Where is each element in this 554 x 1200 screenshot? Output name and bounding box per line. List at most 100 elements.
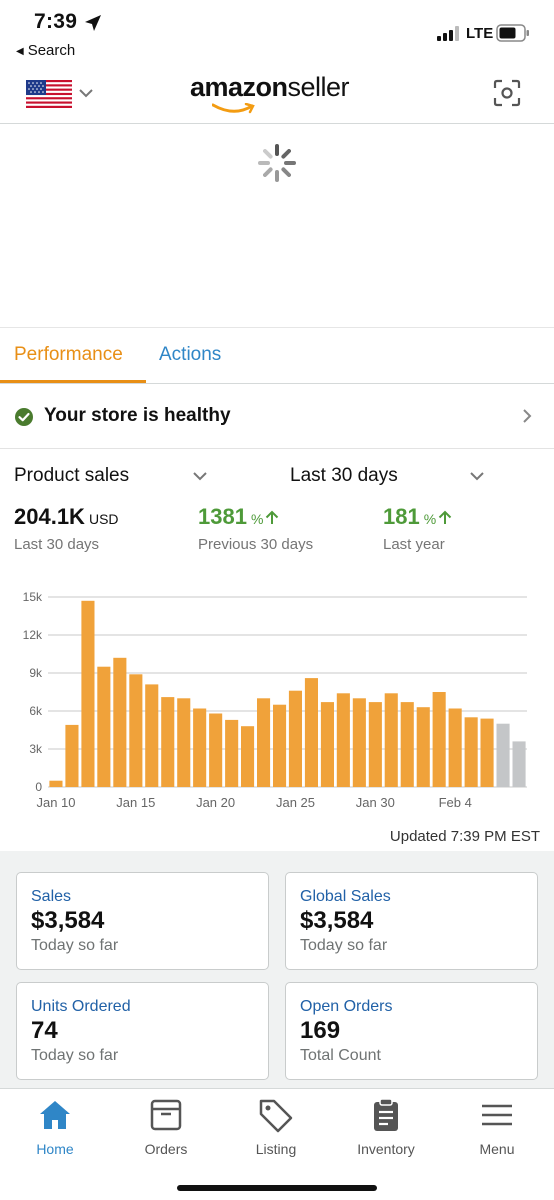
check-circle-icon bbox=[15, 408, 33, 426]
marketplace-chevron-down-icon[interactable] bbox=[79, 88, 93, 98]
brand-amazon: amazon bbox=[190, 72, 288, 102]
chevron-right-icon bbox=[523, 409, 532, 423]
nav-orders[interactable]: Orders bbox=[116, 1097, 216, 1157]
card-value: $3,584 bbox=[31, 907, 105, 934]
bar-jan-27[interactable] bbox=[320, 702, 334, 787]
bar-jan-17[interactable] bbox=[161, 697, 175, 787]
stat-last-year-unit: % bbox=[423, 511, 437, 527]
location-arrow-icon bbox=[85, 15, 101, 31]
nav-label: Inventory bbox=[357, 1141, 415, 1157]
card-value: 74 bbox=[31, 1017, 58, 1044]
card-units-ordered[interactable]: Units Ordered 74 Today so far bbox=[16, 982, 269, 1080]
tag-icon bbox=[259, 1099, 293, 1133]
tab-bar: Performance Actions bbox=[0, 330, 554, 384]
nav-menu[interactable]: Menu bbox=[447, 1097, 547, 1157]
stat-last-year-label: Last year bbox=[383, 536, 445, 553]
bar-feb-6[interactable] bbox=[480, 718, 494, 787]
arrow-up-icon bbox=[438, 510, 452, 525]
metric-selector[interactable]: Product sales bbox=[14, 465, 130, 486]
bar-jan-11[interactable] bbox=[65, 724, 79, 787]
bar-jan-13[interactable] bbox=[97, 666, 111, 787]
bar-jan-12[interactable] bbox=[81, 600, 95, 787]
stat-previous-unit: % bbox=[250, 511, 264, 527]
card-global-sales[interactable]: Global Sales $3,584 Today so far bbox=[285, 872, 538, 970]
tab-performance[interactable]: Performance bbox=[14, 344, 123, 365]
network-type: LTE bbox=[466, 25, 494, 42]
status-time: 7:39 bbox=[34, 10, 78, 33]
bar-feb-5[interactable] bbox=[464, 717, 478, 787]
stat-last-year-value: 181 bbox=[383, 504, 420, 529]
cellular-signal-icon bbox=[437, 26, 459, 41]
bar-jan-14[interactable] bbox=[113, 657, 127, 787]
x-tick-label: Feb 4 bbox=[439, 795, 472, 810]
tab-actions[interactable]: Actions bbox=[159, 344, 222, 365]
card-sales[interactable]: Sales $3,584 Today so far bbox=[16, 872, 269, 970]
back-to-search-button[interactable]: ◀ Search bbox=[16, 42, 75, 59]
nav-label: Home bbox=[36, 1141, 74, 1157]
status-bar: 7:39 ◀ Search LTE bbox=[0, 0, 554, 64]
card-value: $3,584 bbox=[300, 907, 374, 934]
bar-jan-28[interactable] bbox=[336, 693, 350, 787]
bar-feb-7[interactable] bbox=[496, 723, 510, 787]
bar-jan-18[interactable] bbox=[177, 698, 191, 787]
bar-feb-4[interactable] bbox=[448, 708, 462, 788]
bar-jan-20[interactable] bbox=[209, 713, 223, 788]
bar-jan-23[interactable] bbox=[257, 698, 271, 787]
bar-jan-29[interactable] bbox=[352, 698, 366, 787]
nav-label: Menu bbox=[479, 1141, 515, 1157]
bar-jan-26[interactable] bbox=[304, 678, 318, 787]
back-label: Search bbox=[27, 42, 76, 59]
bar-jan-16[interactable] bbox=[145, 684, 159, 787]
bottom-tab-bar: Home Orders Listing Inventory bbox=[0, 1088, 554, 1200]
bar-feb-2[interactable] bbox=[416, 707, 430, 787]
section-divider bbox=[0, 327, 554, 328]
stat-total-sales: 204.1K USD Last 30 days bbox=[14, 504, 119, 553]
x-tick-label: Jan 20 bbox=[196, 795, 235, 810]
hamburger-icon bbox=[482, 1104, 512, 1126]
scan-icon[interactable] bbox=[493, 79, 521, 107]
x-tick-label: Jan 10 bbox=[36, 795, 75, 810]
us-flag-icon[interactable] bbox=[26, 80, 72, 108]
card-subtitle: Total Count bbox=[300, 1047, 381, 1064]
store-health-row[interactable]: Your store is healthy bbox=[0, 385, 554, 449]
loading-spinner-icon bbox=[258, 144, 296, 182]
bar-feb-3[interactable] bbox=[432, 692, 446, 787]
card-subtitle: Today so far bbox=[31, 937, 119, 954]
bar-jan-22[interactable] bbox=[241, 726, 255, 787]
bar-jan-31[interactable] bbox=[384, 693, 398, 787]
y-tick-label: 12k bbox=[23, 628, 43, 642]
home-indicator bbox=[177, 1185, 377, 1191]
stat-total-unit: USD bbox=[88, 511, 119, 527]
y-tick-label: 9k bbox=[29, 666, 43, 680]
x-tick-label: Jan 15 bbox=[116, 795, 155, 810]
nav-listing[interactable]: Listing bbox=[226, 1097, 326, 1157]
bar-jan-30[interactable] bbox=[368, 702, 382, 787]
bar-jan-15[interactable] bbox=[129, 674, 143, 787]
nav-inventory[interactable]: Inventory bbox=[336, 1097, 436, 1157]
bar-jan-24[interactable] bbox=[273, 704, 287, 787]
bar-jan-25[interactable] bbox=[288, 690, 302, 787]
y-tick-label: 0 bbox=[35, 780, 42, 794]
bar-jan-19[interactable] bbox=[193, 708, 207, 788]
stat-last-year: 181% Last year bbox=[383, 504, 452, 553]
metric-chevron-down-icon[interactable] bbox=[193, 471, 207, 481]
nav-home[interactable]: Home bbox=[5, 1097, 105, 1157]
stat-total-label: Last 30 days bbox=[14, 536, 100, 553]
stat-previous-label: Previous 30 days bbox=[198, 536, 314, 553]
y-tick-label: 15k bbox=[23, 590, 43, 604]
date-range-selector[interactable]: Last 30 days bbox=[290, 465, 398, 486]
store-health-text: Your store is healthy bbox=[44, 405, 231, 426]
sales-bar-chart: 0 3k 6k 9k 12k 15k Jan 10 Jan 15 Jan 20 Jan 25 Jan… bbox=[23, 590, 527, 810]
date-range-chevron-down-icon[interactable] bbox=[470, 471, 484, 481]
app-header: amazonseller bbox=[0, 64, 554, 124]
bar-feb-1[interactable] bbox=[400, 702, 414, 787]
nav-label: Orders bbox=[144, 1141, 188, 1157]
bar-jan-21[interactable] bbox=[225, 719, 239, 787]
bar-feb-8[interactable] bbox=[512, 741, 526, 787]
bar-jan-10[interactable] bbox=[49, 780, 63, 787]
summary-cards: Sales $3,584 Today so far Global Sales $… bbox=[0, 851, 554, 1088]
battery-icon bbox=[496, 24, 529, 42]
card-open-orders[interactable]: Open Orders 169 Total Count bbox=[285, 982, 538, 1080]
card-title: Sales bbox=[31, 888, 72, 905]
updated-timestamp: Updated 7:39 PM EST bbox=[389, 828, 540, 845]
